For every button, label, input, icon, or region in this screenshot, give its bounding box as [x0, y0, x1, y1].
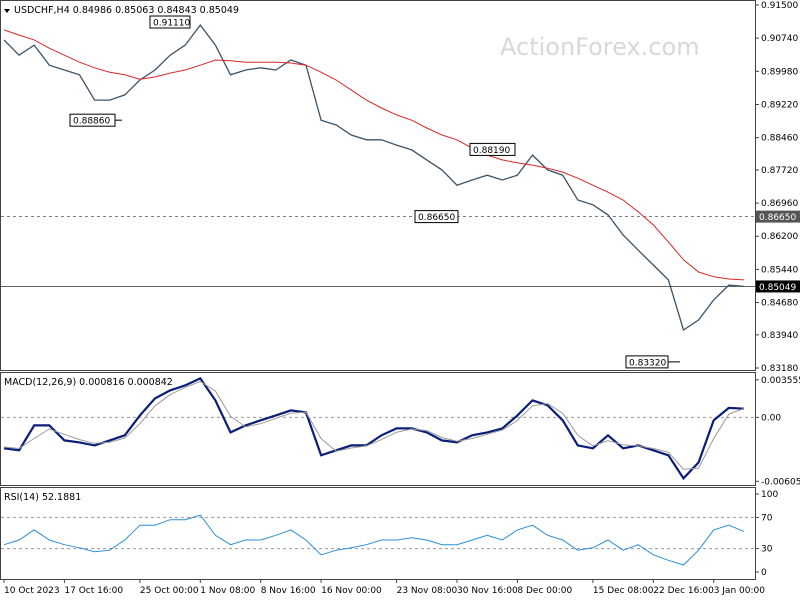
- annotation-label: 0.83320: [629, 358, 666, 368]
- rsi-panel: [0, 487, 756, 580]
- x-tick-label: 8 Nov 16:00: [261, 586, 316, 596]
- y-tick-label: 0.85440: [761, 265, 798, 275]
- y-tick-label: 100: [761, 490, 778, 500]
- dropdown-icon[interactable]: [4, 9, 10, 13]
- x-tick-label: 8 Dec 00:00: [517, 586, 572, 596]
- y-tick-label: 0.88460: [761, 134, 798, 144]
- y-tick-label: 0.90740: [761, 34, 798, 44]
- price-box: [756, 280, 800, 293]
- macd-panel: [0, 372, 756, 486]
- x-tick-label: 17 Oct 16:00: [64, 586, 123, 596]
- rsi-title: RSI(14) 52.1881: [4, 492, 81, 503]
- y-tick-label: 0: [761, 568, 767, 578]
- y-tick-label: 0.89980: [761, 67, 798, 77]
- series-line: [3, 514, 745, 566]
- annotation-box: [625, 355, 669, 369]
- x-tick-label: 23 Nov 08:00: [397, 586, 458, 596]
- y-tick-label: 0.003555: [761, 376, 800, 386]
- x-tick-label: 1 Nov 08:00: [200, 586, 255, 596]
- y-tick-label: -0.00605: [761, 477, 800, 487]
- price-box-label: 0.85049: [759, 283, 796, 293]
- y-tick-label: 0.84680: [761, 299, 798, 309]
- annotation-box: [414, 210, 459, 224]
- x-tick-label: 25 Oct 00:00: [140, 586, 199, 596]
- y-tick-label: 0.87720: [761, 166, 798, 176]
- x-tick-label: 30 Nov 16:00: [457, 586, 518, 596]
- price-box-label: 0.86650: [759, 213, 796, 223]
- annotation-label: 0.88190: [473, 146, 510, 156]
- y-tick-label: 0.83940: [761, 331, 798, 341]
- series-line: [3, 380, 745, 470]
- series-line: [3, 377, 744, 481]
- x-tick-label: 22 Dec 16:00: [653, 586, 714, 596]
- annotation-box: [149, 15, 191, 29]
- annotation-label: 0.91110: [153, 19, 190, 29]
- y-tick-label: 0.89220: [761, 100, 798, 110]
- y-tick-label: 0.86200: [761, 232, 798, 242]
- y-tick-label: 30: [761, 545, 773, 555]
- y-tick-label: 0.83180: [761, 364, 798, 374]
- y-tick-label: 0.86960: [761, 199, 798, 209]
- series-line: [3, 29, 744, 281]
- y-tick-label: 0.00: [761, 413, 781, 423]
- macd-title: MACD(12,26,9) 0.000816 0.000842: [4, 377, 173, 388]
- annotation-box: [69, 113, 116, 127]
- x-tick-label: 10 Oct 2023: [4, 586, 60, 596]
- main-panel: [0, 0, 756, 371]
- y-tick-label: 0.91500: [761, 1, 798, 11]
- y-tick-label: 70: [761, 513, 773, 523]
- x-tick-label: 3 Jan 00:00: [714, 586, 766, 596]
- annotation-box: [469, 142, 516, 156]
- x-tick-label: 16 Nov 00:00: [321, 586, 382, 596]
- series-line: [3, 24, 744, 332]
- x-tick-label: 15 Dec 08:00: [593, 586, 654, 596]
- annotation-label: 0.88860: [73, 117, 110, 127]
- header: USDCHF,H4 0.84986 0.85063 0.84843 0.8504…: [14, 5, 239, 16]
- price-box: [756, 210, 800, 223]
- annotation-label: 0.86650: [418, 213, 455, 223]
- watermark: ActionForex.com: [500, 33, 700, 61]
